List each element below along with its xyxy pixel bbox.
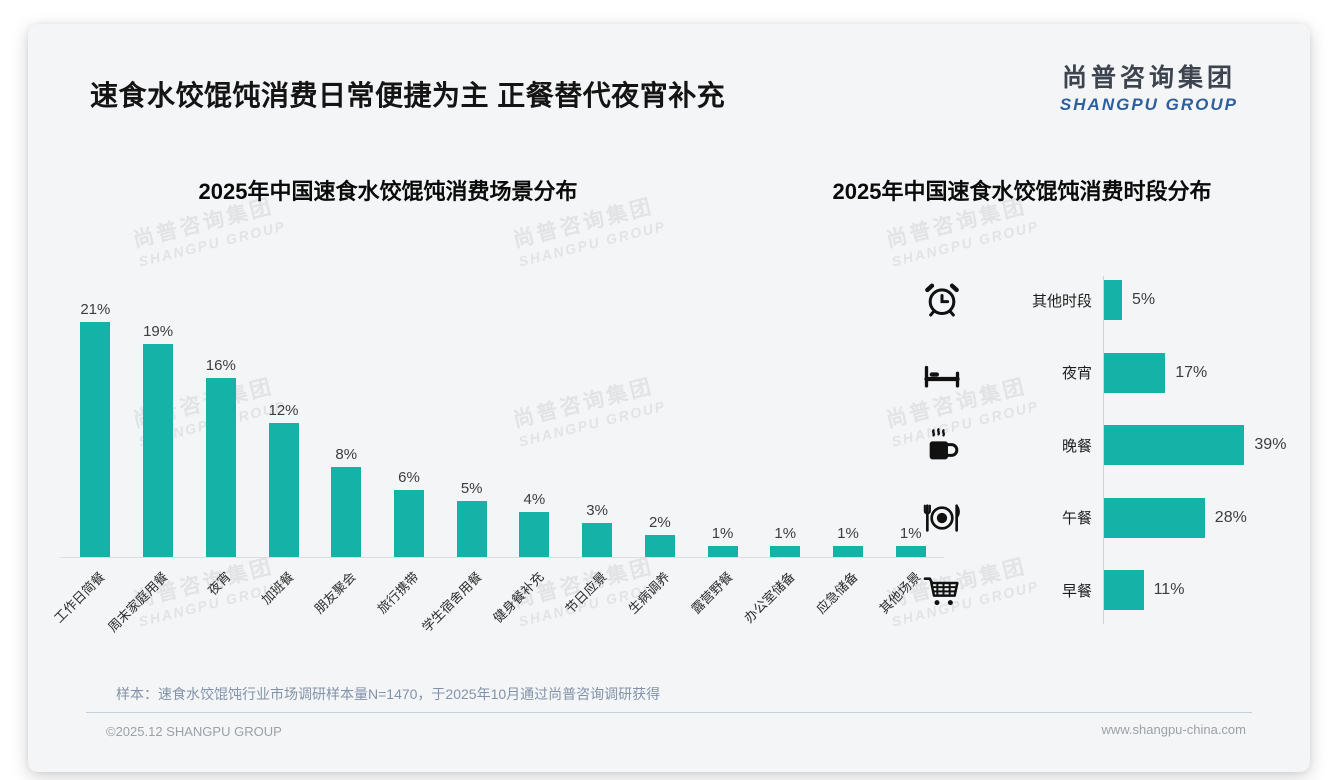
bar-value-label: 28% — [1214, 508, 1247, 526]
bar — [644, 534, 675, 557]
category-label: 其他场景 — [876, 569, 924, 617]
time-chart-axis — [1103, 276, 1104, 624]
sample-footnote: 样本：速食水饺馄饨行业市场调研样本量N=1470，于2025年10月通过尚普咨询… — [116, 686, 661, 702]
scene-chart-axis — [60, 557, 944, 558]
bar-value-label: 3% — [586, 502, 608, 520]
bar — [80, 321, 111, 557]
bar-value-label: 4% — [523, 491, 546, 509]
bar — [832, 545, 863, 557]
bar-value-label: 1% — [774, 524, 797, 542]
time-chart-rows: 其他时段 5% 夜宵 17% 晚餐 39% 午餐 28% 早餐 11% — [920, 264, 1310, 632]
bar — [519, 512, 550, 557]
bar-value-label: 12% — [268, 401, 299, 419]
bar — [1104, 570, 1144, 610]
bar — [205, 377, 236, 557]
category-label: 生病调养 — [625, 569, 673, 617]
footer-website: www.shangpu-china.com — [1101, 722, 1246, 737]
dining-plate-icon — [920, 498, 964, 538]
bar — [1104, 352, 1166, 393]
time-bar-wrap: 17% — [1104, 352, 1208, 393]
shopping-cart-icon — [920, 570, 964, 610]
bar-group: 21% 工作日简餐 — [52, 287, 127, 626]
category-label: 朋友聚会 — [311, 569, 359, 617]
category-label: 周末家庭用餐 — [105, 569, 171, 635]
bar-group: 4% 健身餐补充 — [491, 287, 566, 626]
bar-group: 12% 加班餐 — [252, 287, 315, 608]
time-bar-wrap: 11% — [1104, 570, 1184, 610]
time-row: 午餐 28% — [920, 482, 1310, 554]
category-label: 办公室储备 — [741, 569, 798, 626]
time-label: 晚餐 — [1061, 437, 1092, 455]
bar — [582, 523, 613, 557]
time-bar-wrap: 28% — [1104, 497, 1247, 538]
bar-value-label: 8% — [335, 446, 358, 464]
bar — [1104, 425, 1245, 465]
bar-value-label: 21% — [80, 300, 111, 318]
time-row: 其他时段 5% — [920, 264, 1310, 336]
bar — [1104, 280, 1122, 320]
time-label: 午餐 — [1061, 510, 1092, 527]
bar-group: 3% 节日应景 — [562, 287, 629, 617]
time-chart-title: 2025年中国速食水饺馄饨消费时段分布 — [832, 179, 1212, 204]
bar — [331, 467, 362, 557]
slide-card: 尚普咨询集团 SHANGPU GROUP 尚普咨询集团 SHANGPU GROUP 尚普… — [28, 24, 1310, 772]
bar-group: 16% 夜宵 — [189, 287, 252, 598]
bar — [456, 501, 487, 557]
company-logo: 尚普咨询集团 SHANGPU GROUP — [1060, 58, 1238, 115]
bar-group: 6% 旅行携带 — [374, 287, 441, 617]
bar-group: 8% 朋友聚会 — [312, 287, 378, 617]
alarm-clock-icon — [920, 280, 964, 320]
bar-value-label: 19% — [143, 323, 174, 341]
bar-value-label: 6% — [398, 468, 420, 486]
time-label: 夜宵 — [1061, 365, 1092, 382]
bar-group: 1% 办公室储备 — [741, 287, 817, 626]
logo-chinese-text: 尚普咨询集团 — [1061, 64, 1236, 92]
bar-group: 19% 周末家庭用餐 — [105, 287, 190, 635]
bar-value-label: 17% — [1175, 363, 1208, 381]
category-label: 夜宵 — [204, 569, 234, 599]
bar-value-label: 5% — [460, 480, 483, 497]
category-label: 学生宿舍用餐 — [418, 569, 485, 635]
bar — [393, 489, 424, 557]
logo-english-text: SHANGPU GROUP — [1059, 95, 1238, 114]
bed-icon — [920, 353, 964, 393]
bar-group: 2% 生病调养 — [625, 287, 691, 617]
category-label: 露营野餐 — [687, 569, 736, 617]
time-row: 早餐 11% — [920, 554, 1310, 626]
bar — [143, 344, 174, 557]
category-label: 应急储备 — [813, 569, 861, 617]
bar-value-label: 11% — [1153, 581, 1185, 598]
footer-divider — [86, 712, 1252, 713]
bar-value-label: 2% — [648, 513, 671, 531]
category-label: 健身餐补充 — [490, 569, 548, 626]
footer-copyright: ©2025.12 SHANGPU GROUP — [106, 724, 282, 739]
bar — [1104, 497, 1205, 538]
scene-chart-bars: 21% 工作日简餐 19% 周末家庭用餐 16% 夜宵 12% 加班餐 8% 朋友聚会 6% 旅行携带… — [52, 287, 942, 635]
bar-value-label: 1% — [837, 524, 859, 542]
time-bar-wrap: 39% — [1104, 425, 1286, 465]
bar-group: 1% 露营野餐 — [688, 287, 754, 617]
bar-group: 5% 学生宿舍用餐 — [419, 287, 503, 635]
time-bar-wrap: 5% — [1104, 280, 1155, 320]
page-title: 速食水饺馄饨消费日常便捷为主 正餐替代夜宵补充 — [90, 80, 726, 111]
bar-group: 1% 其他场景 — [876, 287, 942, 617]
bar-value-label: 39% — [1254, 436, 1287, 453]
hot-drink-icon — [920, 425, 964, 465]
time-row: 晚餐 39% — [920, 409, 1310, 481]
bar-group: 1% 应急储备 — [813, 287, 880, 617]
scene-chart-title: 2025年中国速食水饺馄饨消费场景分布 — [198, 179, 578, 204]
bar-value-label: 1% — [899, 524, 922, 542]
bar-value-label: 5% — [1132, 291, 1156, 308]
bar — [707, 545, 738, 557]
time-label: 其他时段 — [1031, 292, 1092, 310]
bar — [895, 545, 926, 557]
bar — [770, 545, 801, 557]
time-label: 早餐 — [1061, 582, 1092, 600]
category-label: 加班餐 — [258, 569, 297, 608]
bar-value-label: 16% — [205, 356, 236, 374]
bar — [268, 422, 299, 557]
time-row: 夜宵 17% — [920, 337, 1310, 409]
category-label: 节日应景 — [562, 569, 610, 617]
bar-value-label: 1% — [711, 524, 734, 542]
